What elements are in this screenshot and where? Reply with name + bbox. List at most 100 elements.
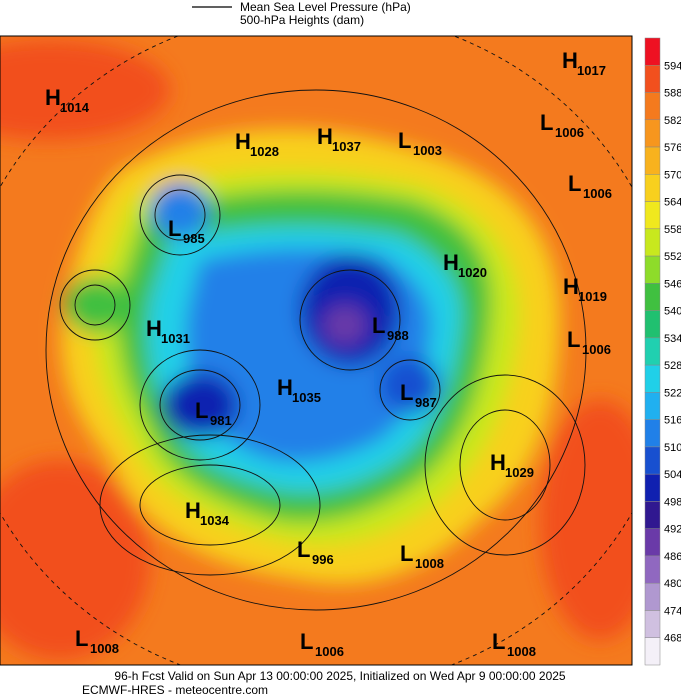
center-value: 1006	[555, 125, 584, 140]
colorbar-box	[644, 174, 661, 202]
pressure-center: H 1029	[490, 450, 534, 480]
colorbar-box	[644, 283, 661, 311]
pressure-center: L 1008	[400, 541, 444, 571]
center-value: 1014	[60, 100, 90, 115]
pressure-center: L 988	[372, 313, 409, 343]
center-letter: L	[540, 110, 553, 135]
pressure-center: L 981	[195, 398, 232, 428]
colorbar-label: 552	[664, 251, 681, 263]
pressure-center: H 1034	[185, 498, 230, 528]
colorbar-box	[644, 255, 661, 284]
center-value: 1008	[507, 644, 536, 659]
center-value: 1006	[315, 644, 344, 659]
colorbar-label: 522	[664, 387, 681, 399]
center-value: 1035	[292, 390, 321, 405]
center-letter: L	[297, 537, 310, 562]
center-letter: H	[185, 498, 201, 523]
center-letter: L	[492, 629, 505, 654]
colorbar-label: 570	[664, 169, 681, 181]
colorbar-box	[644, 528, 661, 557]
colorbar-box	[644, 501, 661, 529]
center-letter: H	[443, 250, 459, 275]
center-letter: L	[400, 541, 413, 566]
center-letter: L	[300, 629, 313, 654]
footer-valid: 96-h Fcst Valid on Sun Apr 13 00:00:00 2…	[114, 669, 566, 683]
center-letter: H	[563, 274, 579, 299]
center-letter: L	[75, 626, 88, 651]
center-letter: H	[277, 375, 293, 400]
center-value: 1037	[332, 139, 361, 154]
colorbar-label: 564	[664, 197, 681, 209]
center-letter: L	[568, 171, 581, 196]
colorbar: 594 588 582 576 570 564 558 552 546 540 534 528 522 5…	[644, 37, 681, 666]
colorbar-label: 576	[664, 142, 681, 154]
colorbar-label: 516	[664, 415, 681, 427]
colorbar-label: 528	[664, 360, 681, 372]
center-letter: H	[45, 85, 61, 110]
colorbar-box	[644, 146, 661, 175]
center-value: 996	[312, 552, 334, 567]
colorbar-box	[644, 392, 661, 420]
center-letter: L	[567, 327, 580, 352]
map-field	[0, 36, 632, 665]
colorbar-box	[644, 473, 661, 502]
colorbar-box	[644, 310, 661, 339]
pressure-center: H 1037	[317, 124, 361, 154]
center-letter: H	[490, 450, 506, 475]
colorbar-label: 534	[664, 333, 681, 345]
colorbar-box	[644, 201, 661, 230]
pressure-center: L 985	[168, 216, 205, 246]
center-value: 1003	[413, 143, 442, 158]
center-value: 1006	[582, 342, 611, 357]
pressure-center: L 1006	[567, 327, 611, 357]
center-letter: H	[562, 48, 578, 73]
colorbar-label: 504	[664, 469, 681, 481]
isobars	[0, 36, 632, 665]
center-value: 1034	[200, 513, 230, 528]
center-value: 1006	[583, 186, 612, 201]
center-value: 1029	[505, 465, 534, 480]
center-letter: H	[146, 316, 162, 341]
colorbar-label: 510	[664, 442, 681, 454]
center-letter: L	[372, 313, 385, 338]
colorbar-label: 492	[664, 524, 681, 536]
colorbar-box	[644, 92, 661, 121]
colorbar-label: 582	[664, 115, 681, 127]
colorbar-box	[644, 337, 661, 366]
pressure-center: L 1003	[398, 128, 442, 158]
pressure-center: L 987	[400, 380, 437, 410]
legend-heights: 500-hPa Heights (dam)	[240, 13, 364, 27]
center-value: 1019	[578, 289, 607, 304]
pressure-center: H 1035	[277, 375, 321, 405]
center-value: 981	[210, 413, 232, 428]
legend-mslp: Mean Sea Level Pressure (hPa)	[240, 0, 411, 14]
colorbar-box	[644, 119, 661, 148]
colorbar-box	[644, 610, 661, 638]
pressure-center: L 1006	[300, 629, 344, 659]
center-value: 985	[183, 231, 205, 246]
center-value: 1008	[415, 556, 444, 571]
center-value: 1008	[90, 641, 119, 656]
colorbar-label: 558	[664, 224, 681, 236]
footer-source: ECMWF-HRES - meteocentre.com	[82, 683, 268, 697]
center-value: 1031	[161, 331, 190, 346]
colorbar-label: 546	[664, 278, 681, 290]
colorbar-box	[644, 228, 661, 257]
colorbar-label: 474	[664, 605, 681, 617]
colorbar-box	[644, 555, 661, 584]
pressure-center: H 1019	[563, 274, 607, 304]
colorbar-label: 480	[664, 578, 681, 590]
colorbar-box	[644, 65, 661, 93]
colorbar-box	[644, 446, 661, 475]
pressure-center: H 1014	[45, 85, 90, 115]
center-value: 1017	[577, 63, 606, 78]
colorbar-label: 540	[664, 306, 681, 318]
center-letter: H	[317, 124, 333, 149]
center-value: 1020	[458, 265, 487, 280]
colorbar-label: 498	[664, 496, 681, 508]
center-value: 987	[415, 395, 437, 410]
pressure-center: L 1006	[540, 110, 584, 140]
center-letter: L	[195, 398, 208, 423]
